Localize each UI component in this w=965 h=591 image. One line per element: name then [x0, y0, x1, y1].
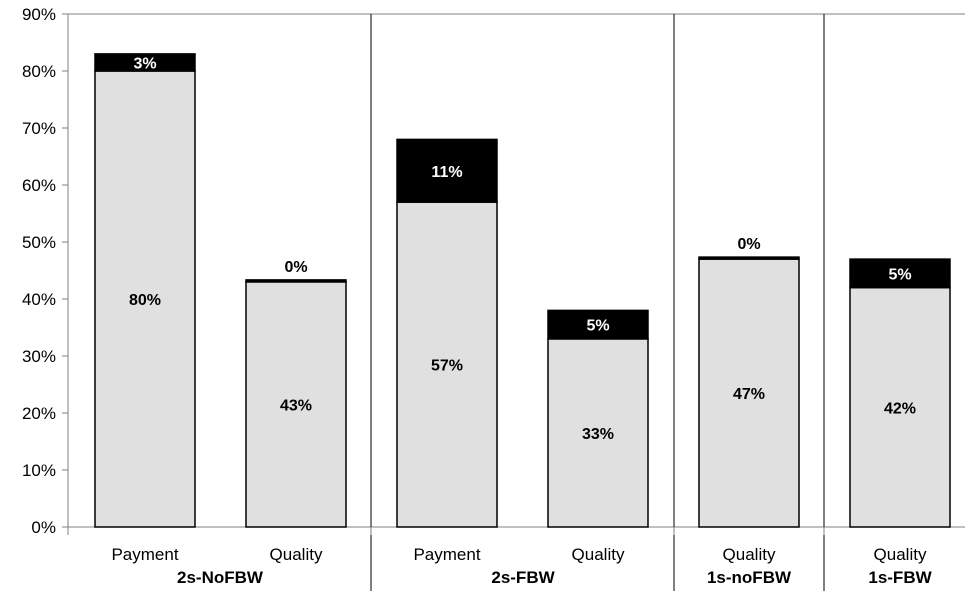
- group-label: 2s-NoFBW: [177, 568, 264, 587]
- bar-base-segment: [245, 281, 347, 528]
- y-tick-label: 50%: [22, 233, 56, 252]
- bar-top-segment: [396, 138, 498, 203]
- y-tick-label: 70%: [22, 119, 56, 138]
- bar-top-label: 5%: [888, 266, 911, 283]
- bar-base-label: 57%: [431, 358, 463, 375]
- bar-base-label: 80%: [129, 292, 161, 309]
- y-tick-label: 80%: [22, 62, 56, 81]
- category-label: Quality: [572, 545, 625, 564]
- category-label: Payment: [413, 545, 480, 564]
- y-tick-label: 0%: [31, 518, 56, 537]
- group-label: 1s-FBW: [868, 568, 932, 587]
- category-label: Quality: [874, 545, 927, 564]
- y-tick-label: 60%: [22, 176, 56, 195]
- y-tick-label: 30%: [22, 347, 56, 366]
- bar-top-label: 5%: [586, 318, 609, 335]
- bar-base-segment: [849, 286, 951, 528]
- bar-top-label: 3%: [133, 55, 156, 72]
- bar-top-label: 0%: [737, 236, 760, 253]
- category-label: Quality: [270, 545, 323, 564]
- y-tick-label: 20%: [22, 404, 56, 423]
- bar-top-segment: [94, 53, 196, 72]
- bar-top-segment: [245, 279, 347, 283]
- bar-base-label: 43%: [280, 397, 312, 414]
- bar-top-segment: [547, 309, 649, 340]
- bar-base-label: 33%: [582, 426, 614, 443]
- group-label: 2s-FBW: [491, 568, 555, 587]
- bar-base-segment: [547, 338, 649, 528]
- y-tick-label: 10%: [22, 461, 56, 480]
- bar-base-segment: [396, 201, 498, 528]
- group-label: 1s-noFBW: [707, 568, 792, 587]
- bar-base-label: 47%: [733, 386, 765, 403]
- bar-top-segment: [698, 256, 800, 260]
- y-tick-label: 40%: [22, 290, 56, 309]
- y-tick-label: 90%: [22, 5, 56, 24]
- bar-top-label: 0%: [284, 259, 307, 276]
- bar-base-segment: [94, 70, 196, 528]
- bar-top-segment: [849, 258, 951, 289]
- bar-base-segment: [698, 258, 800, 528]
- bar-top-label: 11%: [431, 164, 462, 181]
- category-label: Payment: [111, 545, 178, 564]
- bar-base-label: 42%: [884, 400, 916, 417]
- category-label: Quality: [723, 545, 776, 564]
